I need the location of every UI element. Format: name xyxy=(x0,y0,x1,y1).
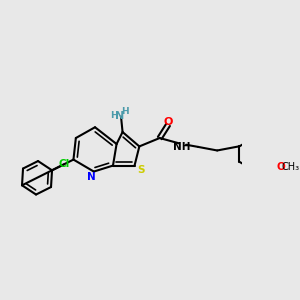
Text: S: S xyxy=(137,165,144,175)
Text: H: H xyxy=(110,111,118,120)
Text: N: N xyxy=(115,111,124,121)
Text: H: H xyxy=(122,107,129,116)
Text: N: N xyxy=(87,172,96,182)
Text: NH: NH xyxy=(172,142,190,152)
Text: O: O xyxy=(164,117,173,127)
Text: CH₃: CH₃ xyxy=(282,162,300,172)
Text: Cl: Cl xyxy=(58,159,69,170)
Text: O: O xyxy=(277,162,285,172)
